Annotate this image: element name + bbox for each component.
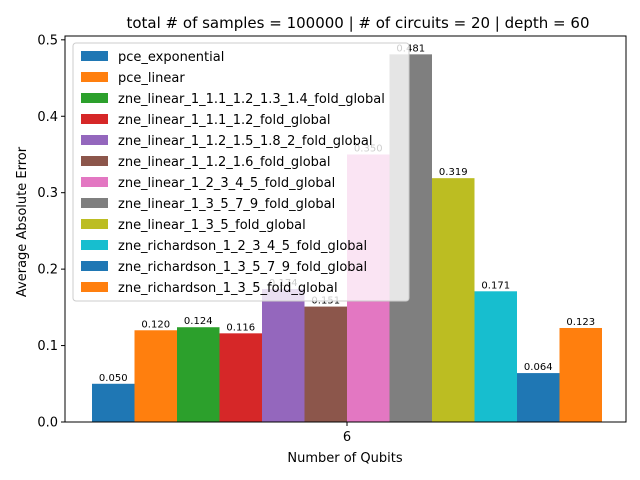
bar-zne_linear_1_1.1_1.2_1.3_1.4_fold_global <box>177 327 220 422</box>
legend-box <box>72 42 410 302</box>
legend-entry: zne_richardson_1_3_5_fold_global <box>118 281 338 296</box>
y-tick-label: 0.0 <box>37 416 58 431</box>
bar-pce_linear <box>134 330 177 422</box>
bar-value-label: 0.124 <box>184 316 213 327</box>
legend-swatch <box>81 240 108 250</box>
x-tick-label: 6 <box>343 430 351 445</box>
legend-entry: zne_richardson_1_2_3_4_5_fold_global <box>118 239 367 254</box>
bar-zne_linear_1_1.2_1.6_fold_global <box>304 306 347 422</box>
bar-value-label: 0.319 <box>439 167 468 178</box>
y-tick-label: 0.1 <box>37 339 58 354</box>
bar-value-label: 0.116 <box>226 322 255 333</box>
bar-value-label: 0.064 <box>524 362 553 373</box>
bar-value-label: 0.120 <box>141 319 170 330</box>
bar-zne_linear_1_3_5_fold_global <box>432 178 475 422</box>
legend-swatch <box>81 177 108 187</box>
legend-entry: zne_linear_1_1.2_1.6_fold_global <box>118 155 331 170</box>
legend-entry: pce_exponential <box>118 50 224 65</box>
y-tick-label: 0.2 <box>37 263 58 278</box>
legend-entry: zne_linear_1_1.2_1.5_1.8_2_fold_global <box>118 134 372 149</box>
bar-value-label: 0.050 <box>99 373 128 384</box>
legend-swatch <box>81 93 108 103</box>
legend-entry: zne_linear_1_1.1_1.2_fold_global <box>118 113 331 128</box>
legend-swatch <box>81 198 108 208</box>
bars-layer: 0.0500.1200.1240.1160.1740.1510.3500.481… <box>92 43 602 423</box>
legend-swatch <box>81 282 108 292</box>
y-axis-label: Average Absolute Error <box>15 146 30 297</box>
y-tick-label: 0.5 <box>37 33 58 48</box>
x-axis-label: Number of Qubits <box>287 451 402 466</box>
legend-entry: zne_richardson_1_3_5_7_9_fold_global <box>118 260 367 275</box>
legend-entry: zne_linear_1_2_3_4_5_fold_global <box>118 176 335 191</box>
bar-value-label: 0.171 <box>481 280 510 291</box>
bar-zne_richardson_1_3_5_fold_global <box>559 327 602 422</box>
legend-entry: zne_linear_1_3_5_7_9_fold_global <box>118 197 335 212</box>
y-tick-label: 0.4 <box>37 110 58 125</box>
axes-layer: 0.0 0.1 0.2 0.3 0.4 0.5 6 <box>37 33 627 445</box>
bar-zne_linear_1_1.1_1.2_fold_global <box>219 333 262 422</box>
legend: pce_exponential pce_linear zne_linear_1_1.… <box>72 42 410 302</box>
legend-swatch <box>81 261 108 271</box>
bar-zne_linear_1_1.2_1.5_1.8_2_fold_global <box>262 289 305 422</box>
plot-frame <box>64 35 627 423</box>
bar-value-label: 0.481 <box>396 43 425 54</box>
legend-swatch <box>81 72 108 82</box>
legend-swatch <box>81 156 108 166</box>
bar-zne_richardson_1_2_3_4_5_fold_global <box>474 291 517 422</box>
legend-entry: zne_linear_1_1.1_1.2_1.3_1.4_fold_global <box>118 92 385 107</box>
legend-entry: zne_linear_1_3_5_fold_global <box>118 218 306 233</box>
legend-swatch <box>81 135 108 145</box>
chart-title: total # of samples = 100000 | # of circu… <box>126 14 589 32</box>
legend-swatch <box>81 219 108 229</box>
legend-swatch <box>81 51 108 61</box>
bar-pce_exponential <box>92 383 135 422</box>
legend-entry: pce_linear <box>118 71 185 86</box>
bar-zne_richardson_1_3_5_7_9_fold_global <box>517 373 560 422</box>
y-tick-label: 0.3 <box>37 186 58 201</box>
legend-swatch <box>81 114 108 124</box>
bar-value-label: 0.123 <box>566 317 595 328</box>
